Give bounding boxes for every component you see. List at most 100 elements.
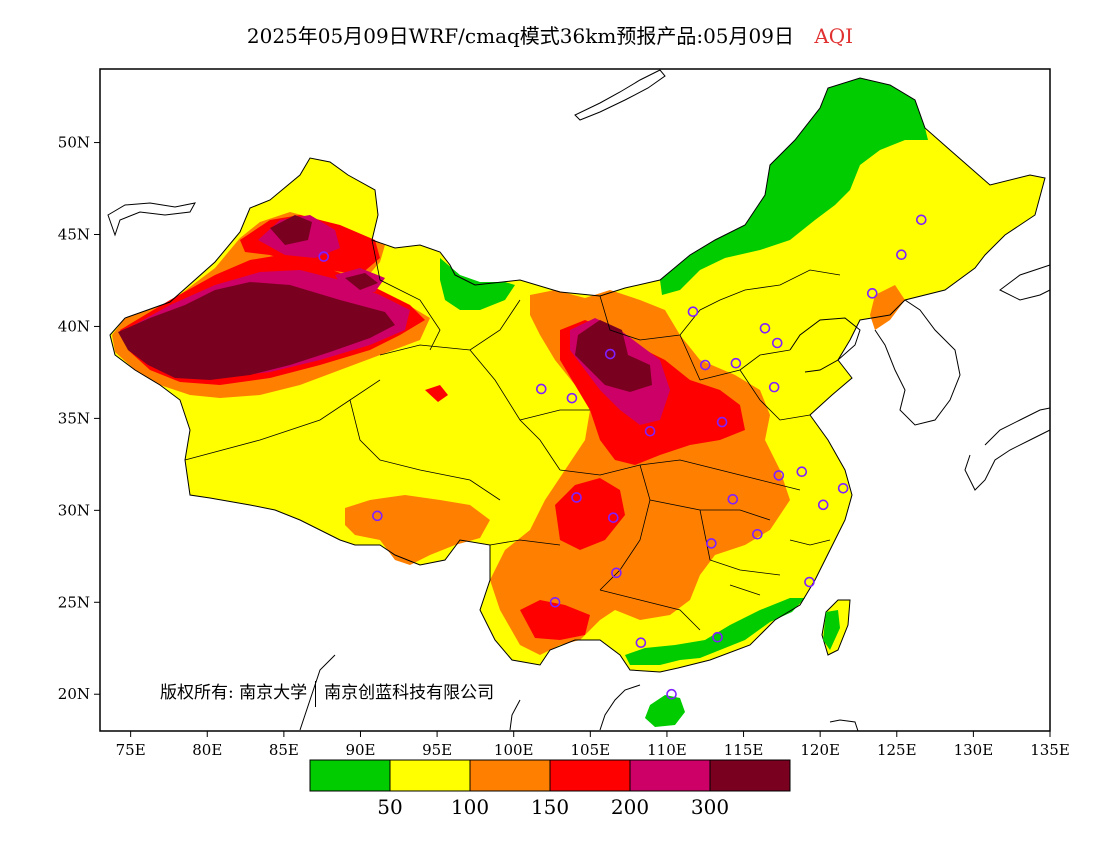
colorbar-swatch bbox=[389, 759, 471, 792]
baikal-lake bbox=[574, 69, 666, 121]
station-marker bbox=[773, 470, 785, 481]
station-marker bbox=[635, 637, 647, 649]
station-marker bbox=[706, 538, 717, 549]
lat-tick-label: 45N bbox=[58, 226, 90, 244]
lon-tick-label: 85E bbox=[269, 741, 299, 759]
title-main: 2025年05月09日WRF/cmaq模式36km预报产品:05月09日 bbox=[246, 24, 794, 48]
bohai-coast bbox=[789, 317, 861, 373]
lat-tick-label: 35N bbox=[58, 409, 90, 427]
colorbar-swatch bbox=[549, 759, 631, 792]
station-marker bbox=[372, 510, 383, 522]
philippines-coast bbox=[829, 719, 859, 732]
station-marker bbox=[699, 359, 711, 371]
region-maroon-ordos bbox=[575, 320, 652, 392]
station-markers bbox=[318, 214, 927, 700]
colorbar-swatch bbox=[469, 759, 551, 792]
station-marker bbox=[768, 381, 780, 393]
region-maroon-turpan bbox=[345, 273, 378, 290]
station-marker bbox=[837, 482, 849, 494]
vietnam-coast bbox=[599, 684, 641, 731]
station-marker bbox=[716, 416, 728, 428]
lat-tick-label: 30N bbox=[58, 501, 90, 519]
map-title: 2025年05月09日WRF/cmaq模式36km预报产品:05月09日 AQI bbox=[0, 20, 1100, 49]
region-maroon-tarim bbox=[118, 282, 395, 380]
station-marker bbox=[896, 249, 907, 261]
lat-tick-label: 20N bbox=[58, 685, 90, 703]
lon-tick-label: 120E bbox=[800, 741, 840, 759]
indochina-line bbox=[299, 654, 521, 731]
colorbar-label: 300 bbox=[691, 795, 729, 819]
station-marker bbox=[644, 425, 656, 437]
station-marker bbox=[804, 576, 815, 588]
station-marker bbox=[727, 493, 739, 505]
map-content bbox=[110, 78, 1045, 727]
lon-tick-label: 130E bbox=[954, 741, 994, 759]
station-marker bbox=[771, 337, 783, 349]
japan-coast bbox=[964, 264, 1051, 491]
lon-tick-label: 105E bbox=[571, 741, 611, 759]
boundaries bbox=[107, 69, 1051, 732]
region-green-north-central bbox=[440, 258, 515, 310]
station-marker bbox=[796, 466, 808, 478]
colorbar-label: 50 bbox=[377, 795, 402, 819]
station-marker bbox=[866, 288, 878, 299]
lon-tick-label: 100E bbox=[494, 741, 534, 759]
station-marker bbox=[730, 357, 742, 369]
lon-tick-label: 75E bbox=[116, 741, 146, 759]
station-marker bbox=[535, 383, 547, 395]
lon-tick-label: 110E bbox=[647, 741, 687, 759]
lon-tick-label: 135E bbox=[1030, 741, 1070, 759]
lon-tick-label: 125E bbox=[877, 741, 917, 759]
china-border bbox=[109, 77, 1046, 673]
station-marker bbox=[687, 306, 699, 318]
aqi-colorbar: 50 100 150 200 300 bbox=[309, 759, 791, 819]
colorbar-label: 200 bbox=[611, 795, 649, 819]
station-marker bbox=[318, 251, 330, 262]
station-marker bbox=[759, 322, 771, 334]
region-green-taiwan bbox=[823, 610, 840, 650]
station-marker bbox=[712, 631, 723, 643]
colorbar-swatch bbox=[709, 759, 791, 792]
lon-tick-label: 95E bbox=[422, 741, 452, 759]
region-green-northeast bbox=[660, 78, 928, 295]
lon-tick-label: 90E bbox=[345, 741, 375, 759]
copyright-note: 版权所有: 南京大学 南京创蓝科技有限公司 bbox=[160, 678, 494, 707]
region-green-hainan bbox=[645, 695, 685, 727]
copyright-owner1: 版权所有: 南京大学 bbox=[160, 683, 308, 703]
station-marker bbox=[571, 492, 582, 503]
lat-tick-label: 25N bbox=[58, 593, 90, 611]
region-orange-central bbox=[490, 290, 790, 655]
region-orange-liaoning bbox=[870, 285, 905, 330]
lat-tick-label: 50N bbox=[58, 134, 90, 152]
lon-tick-label: 80E bbox=[192, 741, 222, 759]
region-green-south-coast bbox=[625, 598, 805, 665]
station-marker bbox=[604, 348, 616, 360]
station-marker bbox=[608, 512, 619, 523]
copyright-owner2: 南京创蓝科技有限公司 bbox=[324, 683, 495, 703]
lat-tick-label: 40N bbox=[58, 317, 90, 335]
station-marker bbox=[817, 499, 829, 511]
region-maroon-dzungaria bbox=[270, 215, 312, 245]
station-marker bbox=[915, 214, 927, 226]
lon-tick-label: 115E bbox=[724, 741, 764, 759]
region-orange-tibet bbox=[345, 495, 490, 565]
colorbar-swatch bbox=[629, 759, 711, 792]
region-red-tibet-spot bbox=[425, 385, 448, 402]
station-marker bbox=[752, 528, 763, 540]
region-red-yunnan bbox=[520, 600, 590, 640]
station-marker bbox=[549, 596, 561, 608]
colorbar-label: 150 bbox=[531, 795, 569, 819]
copyright-separator bbox=[315, 680, 317, 707]
korea-coast bbox=[874, 299, 961, 426]
province-lines bbox=[184, 239, 841, 631]
station-marker bbox=[666, 688, 677, 700]
colorbar-label: 100 bbox=[451, 795, 489, 819]
colorbar-swatch bbox=[309, 759, 391, 792]
map-frame bbox=[99, 68, 1051, 732]
station-marker bbox=[611, 567, 622, 579]
kazakh-lake bbox=[107, 202, 196, 237]
station-marker bbox=[566, 392, 578, 404]
map-axes: 75E 80E 85E 90E 95E 100E 105E 110E 115E 120E 125E 1… bbox=[58, 134, 1070, 759]
title-variable: AQI bbox=[814, 24, 854, 48]
